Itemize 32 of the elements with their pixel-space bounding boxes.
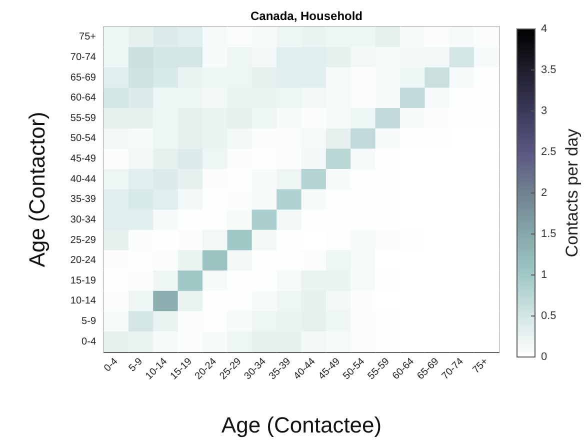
- color-bar-label: 0.5: [541, 310, 556, 322]
- y-tick-label: 45-49: [70, 154, 96, 165]
- y-tick-label: 75+: [79, 32, 96, 43]
- color-bar-label: 0: [541, 351, 548, 363]
- x-axis-title: Age (Contactee): [221, 412, 382, 438]
- y-tick-label: 25-29: [70, 234, 96, 246]
- x-tick-label: 5-9: [126, 356, 146, 374]
- color-bar-label: 3: [541, 105, 548, 117]
- y-tick-label: 0-4: [82, 336, 96, 348]
- color-bar-label: 2: [541, 187, 548, 199]
- y-tick-label: 5-9: [82, 316, 96, 328]
- x-tick-label: 75+: [470, 356, 491, 376]
- x-tick-label: 0-4: [102, 356, 121, 374]
- y-tick-label: 70-74: [70, 52, 96, 63]
- color-bar-title: Contacts per day: [562, 128, 582, 258]
- y-axis-title: Age (Contactor): [24, 112, 50, 268]
- y-tick-label: 10-14: [70, 296, 96, 307]
- y-tick-label: 50-54: [70, 133, 96, 144]
- color-bar-label: 4: [541, 23, 548, 35]
- y-tick-label: 15-19: [70, 275, 96, 286]
- y-tick-label: 65-69: [70, 72, 96, 84]
- y-tick-label: 60-64: [70, 92, 96, 104]
- y-tick-label: 20-24: [70, 255, 96, 266]
- y-tick-label: 30-34: [70, 214, 96, 226]
- y-tick-label: 40-44: [70, 174, 96, 185]
- y-tick-label: 35-39: [70, 194, 96, 206]
- color-bar-label: 1.5: [541, 228, 556, 240]
- chart-title: Canada, Household: [250, 9, 363, 23]
- y-tick-label: 55-59: [70, 112, 96, 124]
- color-bar-label: 1: [541, 269, 548, 281]
- color-bar-label: 3.5: [541, 64, 556, 76]
- color-bar-label: 2.5: [541, 146, 556, 158]
